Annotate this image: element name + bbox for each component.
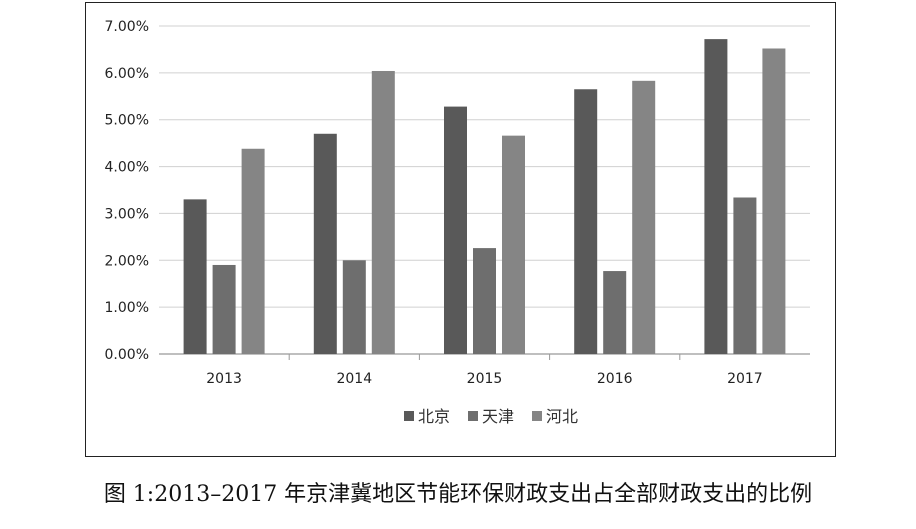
- bar: [183, 199, 207, 354]
- legend-label: 天津: [482, 407, 514, 426]
- legend-label: 河北: [546, 407, 578, 426]
- bar: [212, 264, 236, 354]
- bar: [603, 271, 627, 354]
- bar: [762, 48, 786, 355]
- bar: [574, 89, 598, 354]
- x-tick-label: 2017: [727, 371, 763, 387]
- y-tick-label: 1.00%: [105, 300, 149, 316]
- legend-label: 北京: [418, 407, 450, 426]
- figure-caption: 图 1:2013–2017 年京津冀地区节能环保财政支出占全部财政支出的比例: [103, 482, 813, 507]
- y-tick-label: 7.00%: [105, 19, 149, 35]
- bar: [444, 106, 467, 354]
- bar-chart: 0.00% 1.00% 2.00% 3.00% 4.00% 5.00% 6.00% 7.00%…: [105, 19, 810, 426]
- bar: [313, 133, 337, 354]
- y-tick-label: 0.00%: [105, 347, 149, 363]
- y-tick-label: 3.00%: [105, 206, 149, 222]
- legend-swatch: [532, 411, 542, 421]
- bar: [704, 39, 728, 355]
- x-tick-label: 2015: [467, 371, 503, 387]
- bar: [632, 80, 656, 354]
- bar: [502, 135, 525, 354]
- y-tick-label: 5.00%: [105, 113, 149, 129]
- x-tick-label: 2016: [597, 371, 633, 387]
- x-tick-label: 2013: [206, 371, 242, 387]
- x-tick-label: 2014: [336, 371, 372, 387]
- y-tick-label: 2.00%: [105, 253, 149, 269]
- bar: [733, 197, 757, 354]
- y-tick-label: 6.00%: [105, 66, 149, 82]
- legend-swatch: [404, 411, 414, 421]
- chart-frame: 0.00% 1.00% 2.00% 3.00% 4.00% 5.00% 6.00% 7.00%…: [85, 2, 836, 457]
- legend-swatch: [468, 411, 478, 421]
- bar: [371, 70, 395, 355]
- bar: [342, 260, 366, 354]
- y-tick-label: 4.00%: [105, 160, 149, 176]
- bar: [241, 148, 265, 354]
- bar: [473, 248, 496, 354]
